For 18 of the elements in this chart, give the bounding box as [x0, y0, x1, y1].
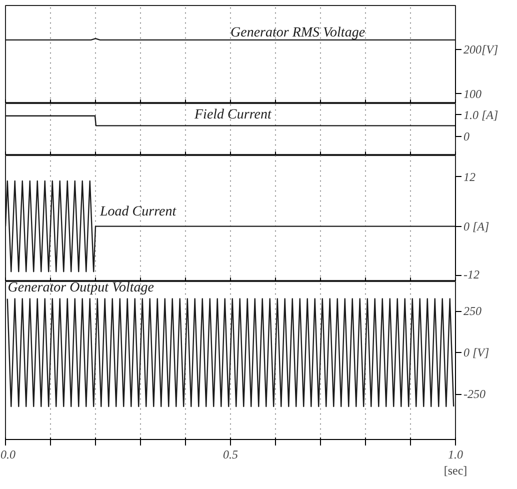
y-tick-label: -250 [464, 387, 486, 402]
x-tick-label: 1.0 [448, 448, 463, 462]
y-tick-label: 100 [464, 86, 482, 101]
y-tick-label: 0 [A] [464, 219, 490, 234]
y-tick-label: 1.0 [A] [464, 108, 498, 122]
y-tick-label: 0 [464, 130, 470, 144]
x-tick-label: 0.5 [223, 448, 238, 462]
series-label: Generator RMS Voltage [230, 25, 366, 40]
y-tick-label: 0 [V] [464, 346, 490, 360]
x-tick-label: 0.0 [0, 448, 16, 462]
y-tick-label: 250 [464, 304, 482, 318]
y-tick-label: 12 [464, 170, 476, 184]
series-label: Field Current [194, 107, 272, 122]
y-tick-label: 200[V] [464, 42, 498, 57]
series-label: Generator Output Voltage [8, 280, 154, 296]
x-axis-title: [sec] [444, 464, 468, 478]
series-label: Load Current [99, 204, 178, 220]
y-tick-label: -12 [464, 268, 480, 282]
